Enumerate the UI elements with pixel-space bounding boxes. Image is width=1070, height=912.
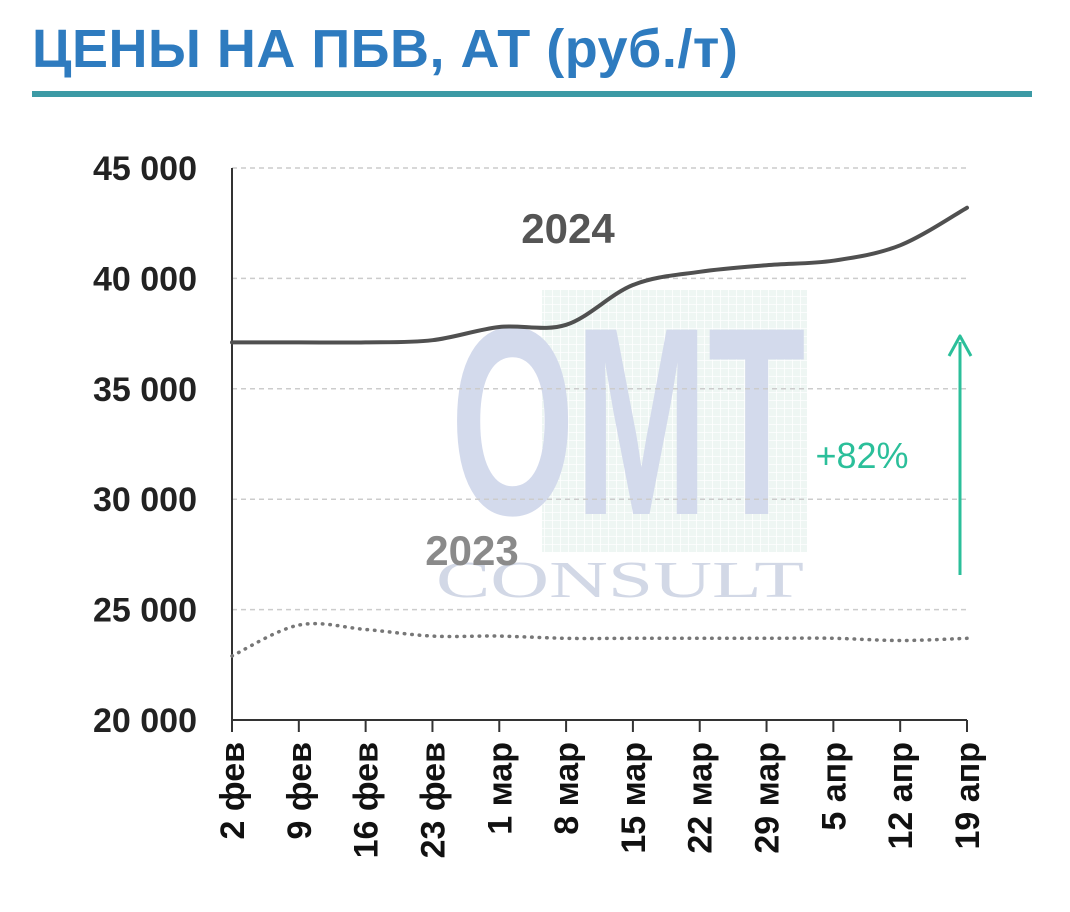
watermark-grid — [542, 290, 807, 552]
watermark-logo-text: OMT — [451, 271, 806, 571]
growth-arrow-head — [947, 334, 973, 357]
series-line-2024 — [230, 205, 969, 345]
series-line-2023 — [230, 621, 969, 658]
x-tick-label: 16 фев — [348, 742, 386, 858]
y-tick-label: 20 000 — [93, 702, 197, 740]
x-tick-label: 1 мар — [481, 742, 519, 835]
growth-annotation: +82% — [815, 435, 908, 476]
x-tick-label: 8 мар — [548, 742, 586, 835]
x-tick-label: 12 апр — [882, 742, 920, 849]
title-underline — [32, 91, 1032, 97]
x-tick-label: 15 мар — [615, 742, 653, 854]
chart-title: ЦЕНЫ НА ПБВ, АТ (руб./т) — [32, 19, 739, 79]
x-tick-label: 19 апр — [949, 742, 987, 849]
x-tick-label: 5 апр — [815, 742, 853, 831]
watermark-sub-text: CONSULT — [436, 552, 804, 609]
series-label-2024: 2024 — [521, 205, 615, 252]
y-tick-label: 45 000 — [93, 150, 197, 188]
y-tick-label: 25 000 — [93, 592, 197, 630]
axes: 20 000 25 000 30 000 35 000 40 000 45 000 2 фе… — [93, 150, 987, 858]
watermark: OMT CONSULT — [436, 271, 807, 609]
series-label-2023: 2023 — [425, 527, 518, 574]
y-tick-label: 30 000 — [93, 481, 197, 519]
x-tick-label: 29 мар — [749, 742, 787, 854]
x-tick-label: 9 фев — [281, 742, 319, 839]
x-tick-label: 23 фев — [414, 742, 452, 858]
x-tick-label: 2 фев — [214, 742, 252, 839]
labels: 2024 2023 +82% — [425, 205, 973, 575]
y-tick-label: 40 000 — [93, 260, 197, 298]
gridlines — [232, 167, 967, 611]
series-lines — [230, 205, 969, 658]
y-tick-label: 35 000 — [93, 371, 197, 409]
x-tick-label: 22 мар — [682, 742, 720, 854]
